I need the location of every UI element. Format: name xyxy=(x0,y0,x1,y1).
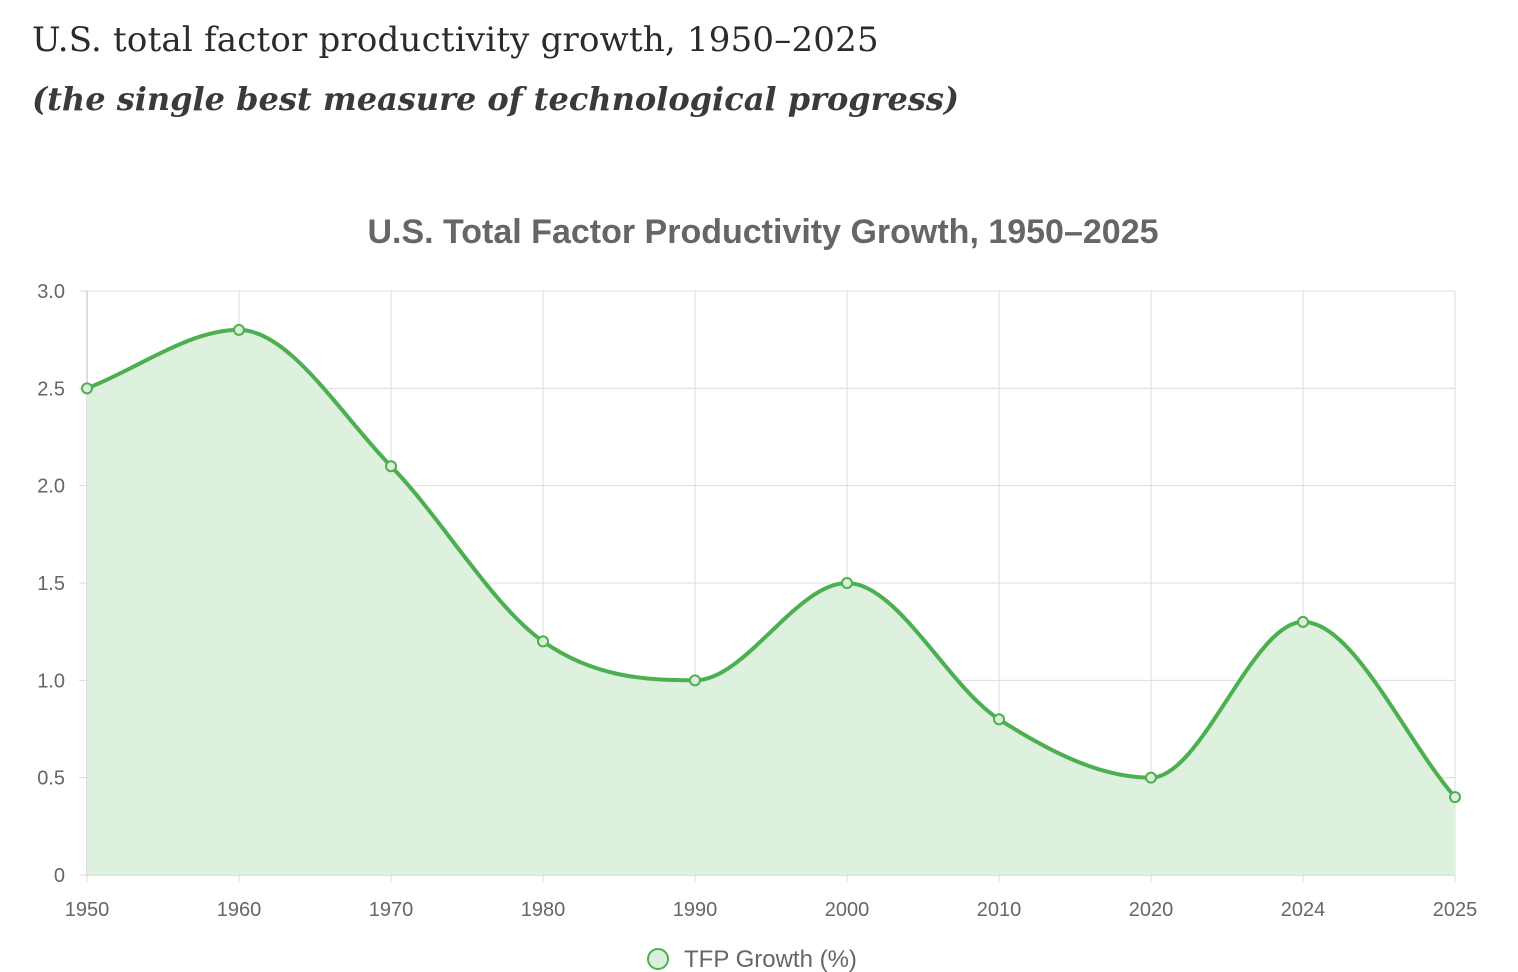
series-area-fill xyxy=(87,329,1455,875)
legend[interactable]: TFP Growth (%) xyxy=(647,946,857,972)
x-axis-ticks: 1950 1960 1970 1980 1990 2000 2010 2020 2024 2025 xyxy=(65,899,1478,921)
data-point-2010[interactable] xyxy=(993,713,1005,726)
chart-title: U.S. Total Factor Productivity Growth, 1… xyxy=(367,213,1158,251)
data-point-1960[interactable] xyxy=(233,323,245,336)
y-tick-label: 3.0 xyxy=(37,281,65,303)
data-point-2024[interactable] xyxy=(1297,615,1309,628)
y-tick-label: 1.0 xyxy=(37,670,65,692)
x-tick-label: 2010 xyxy=(977,899,1022,921)
y-axis-ticks: 0 0.5 1.0 1.5 2.0 2.5 3.0 xyxy=(37,281,65,887)
x-tick-label: 1970 xyxy=(369,899,414,921)
data-point-1990[interactable] xyxy=(689,674,701,687)
y-tick-label: 2.0 xyxy=(37,476,65,498)
y-tick-label: 1.5 xyxy=(37,573,65,595)
data-point-2025[interactable] xyxy=(1449,791,1461,804)
data-point-1980[interactable] xyxy=(537,635,549,648)
data-point-1970[interactable] xyxy=(385,460,397,473)
x-tick-label: 1950 xyxy=(65,899,110,921)
page-subheading: (the single best measure of technologica… xyxy=(32,80,960,118)
x-tick-label: 1980 xyxy=(521,899,566,921)
x-tick-label: 2025 xyxy=(1433,899,1478,921)
page-heading: U.S. total factor productivity growth, 1… xyxy=(32,20,879,60)
x-tick-label: 2024 xyxy=(1281,899,1326,921)
data-point-1950[interactable] xyxy=(81,382,93,395)
series-line xyxy=(85,327,1457,800)
data-points xyxy=(81,323,1461,804)
legend-label[interactable]: TFP Growth (%) xyxy=(684,946,857,972)
data-point-2020[interactable] xyxy=(1145,771,1157,784)
x-tick-label: 1990 xyxy=(673,899,718,921)
y-tick-label: 0 xyxy=(54,865,65,887)
x-tick-label: 1960 xyxy=(217,899,262,921)
area-fill-layer xyxy=(87,329,1455,875)
series-line-layer xyxy=(85,327,1457,800)
data-point-2000[interactable] xyxy=(841,577,853,589)
legend-swatch[interactable] xyxy=(647,948,669,970)
x-tick-label: 2000 xyxy=(825,899,870,921)
y-tick-label: 2.5 xyxy=(37,378,65,400)
x-tick-label: 2020 xyxy=(1129,899,1174,921)
y-tick-label: 0.5 xyxy=(37,768,65,790)
